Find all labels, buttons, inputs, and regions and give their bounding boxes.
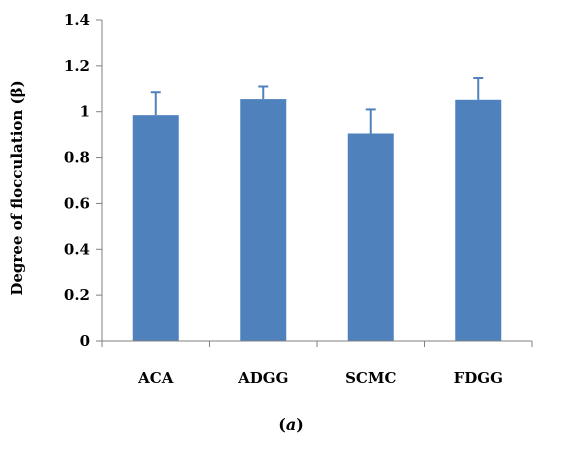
- y-tick-label: 1.4: [64, 11, 90, 29]
- y-tick-label: 0.4: [64, 240, 90, 258]
- bar: [132, 115, 179, 342]
- error-bar: [365, 108, 376, 134]
- error-bars-group: [150, 77, 484, 134]
- x-ticks-group: ACA ADGG SCMC FDGG: [101, 341, 533, 387]
- x-tick-label: SCMC: [345, 369, 396, 387]
- y-tick-label: 0.6: [64, 194, 90, 212]
- bar: [455, 99, 502, 341]
- error-bar: [473, 77, 484, 100]
- caption-close-paren: ): [296, 415, 304, 434]
- y-tick-label: 1.2: [64, 57, 90, 75]
- bar: [347, 133, 394, 341]
- error-bar: [150, 91, 161, 116]
- caption-letter: a: [286, 415, 296, 434]
- figure-caption: (a): [278, 415, 304, 434]
- y-axis-title: Degree of flocculation (β): [8, 80, 26, 295]
- caption-open-paren: (: [278, 415, 286, 434]
- y-tick-label: 1: [80, 103, 90, 121]
- y-tick-label: 0.2: [64, 286, 90, 304]
- x-tick-label: FDGG: [454, 369, 503, 387]
- bars-group: [132, 99, 502, 342]
- y-tick-label: 0.8: [64, 149, 90, 167]
- error-bar: [258, 85, 269, 100]
- x-tick-label: ACA: [137, 369, 174, 387]
- y-tick-label: 0: [80, 332, 90, 350]
- x-tick-label: ADGG: [237, 369, 288, 387]
- y-ticks-group: 0 0.2 0.4 0.6 0.8 1 1.2 1.4: [64, 11, 102, 350]
- bar: [240, 99, 287, 341]
